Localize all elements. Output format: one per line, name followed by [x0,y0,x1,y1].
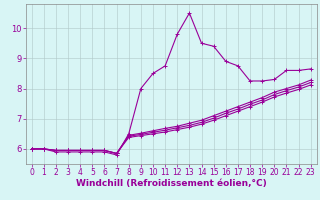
X-axis label: Windchill (Refroidissement éolien,°C): Windchill (Refroidissement éolien,°C) [76,179,267,188]
